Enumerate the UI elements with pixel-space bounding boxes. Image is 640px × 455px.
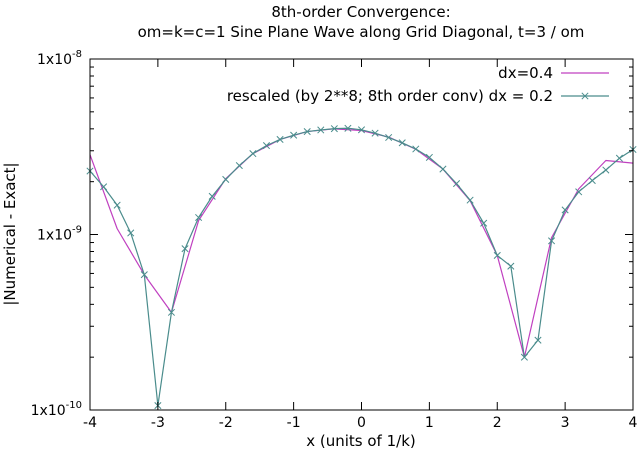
- y-tick-label-base: 1x10: [37, 52, 72, 68]
- series-point: [520, 353, 528, 361]
- series-point: [615, 154, 623, 162]
- series-point: [398, 139, 406, 147]
- series-point: [344, 124, 352, 132]
- y-tick-label-base: 1x10: [37, 228, 72, 244]
- series-point: [290, 131, 298, 139]
- x-tick-label: -3: [151, 415, 165, 431]
- series-point: [195, 213, 203, 222]
- series-point: [127, 229, 135, 237]
- series-point: [181, 245, 189, 253]
- series-point: [466, 196, 474, 204]
- series-point: [425, 153, 433, 161]
- x-axis-label: x (units of 1/k): [306, 432, 416, 450]
- series-point: [385, 133, 393, 142]
- series-point: [547, 237, 556, 245]
- series-point: [439, 165, 447, 173]
- series-point: [276, 135, 284, 144]
- x-tick-label: 4: [629, 415, 638, 431]
- y-tick-label-exponent: -10: [66, 400, 82, 411]
- legend-marker-rescaled: [581, 92, 589, 100]
- series-point: [235, 162, 243, 170]
- series-point: [222, 175, 230, 183]
- series-point: [113, 201, 121, 209]
- series-point: [100, 183, 108, 191]
- series-point: [262, 142, 271, 150]
- plot-frame: [89, 58, 634, 411]
- y-tick-label: 1x10-10: [31, 400, 82, 419]
- chart-title: 8th-order Convergence:: [271, 3, 450, 21]
- legend-label-dx04: dx=0.4: [498, 64, 553, 82]
- series-point: [493, 251, 501, 259]
- legend-x-marker: [581, 92, 589, 100]
- x-tick-label: -2: [219, 415, 233, 431]
- series-point: [534, 336, 542, 344]
- series-point: [412, 145, 420, 153]
- series-point: [602, 166, 610, 174]
- y-tick-label-exponent: -9: [72, 225, 82, 236]
- x-tick-label: 0: [357, 415, 366, 431]
- series-point: [330, 125, 338, 133]
- legend: dx=0.4 rescaled (by 2**8; 8th order conv…: [227, 64, 609, 105]
- chart-subtitle: om=k=c=1 Sine Plane Wave along Grid Diag…: [138, 23, 585, 41]
- x-tick-label: -1: [287, 415, 301, 431]
- series-point: [208, 192, 216, 200]
- x-tick-label: -4: [83, 415, 97, 431]
- y-tick-label-base: 1x10: [31, 403, 66, 419]
- series-point: [507, 262, 515, 270]
- series-point: [249, 150, 257, 158]
- x-tick-label: 2: [493, 415, 502, 431]
- x-tick-label: 1: [425, 415, 434, 431]
- series-point: [575, 188, 583, 196]
- series-point: [317, 126, 325, 134]
- series-point: [140, 271, 148, 279]
- legend-label-rescaled: rescaled (by 2**8; 8th order conv) dx = …: [227, 87, 553, 105]
- series-point: [167, 308, 176, 316]
- x-tick-label: 3: [561, 415, 570, 431]
- series-line-rescaled: [89, 127, 634, 407]
- series-point: [452, 180, 461, 188]
- series-point: [357, 126, 366, 134]
- series-layer: [86, 124, 637, 410]
- series-point: [371, 129, 379, 137]
- y-tick-label: 1x10-9: [37, 225, 82, 244]
- series-point: [480, 219, 488, 227]
- y-axis-label: |Numerical - Exact|: [1, 162, 19, 305]
- series-point: [303, 128, 311, 136]
- series-point: [588, 176, 596, 185]
- series-line-dx04: [89, 128, 634, 358]
- y-tick-label: 1x10-8: [37, 49, 82, 68]
- y-tick-label-exponent: -8: [72, 49, 82, 60]
- series-point: [561, 206, 569, 214]
